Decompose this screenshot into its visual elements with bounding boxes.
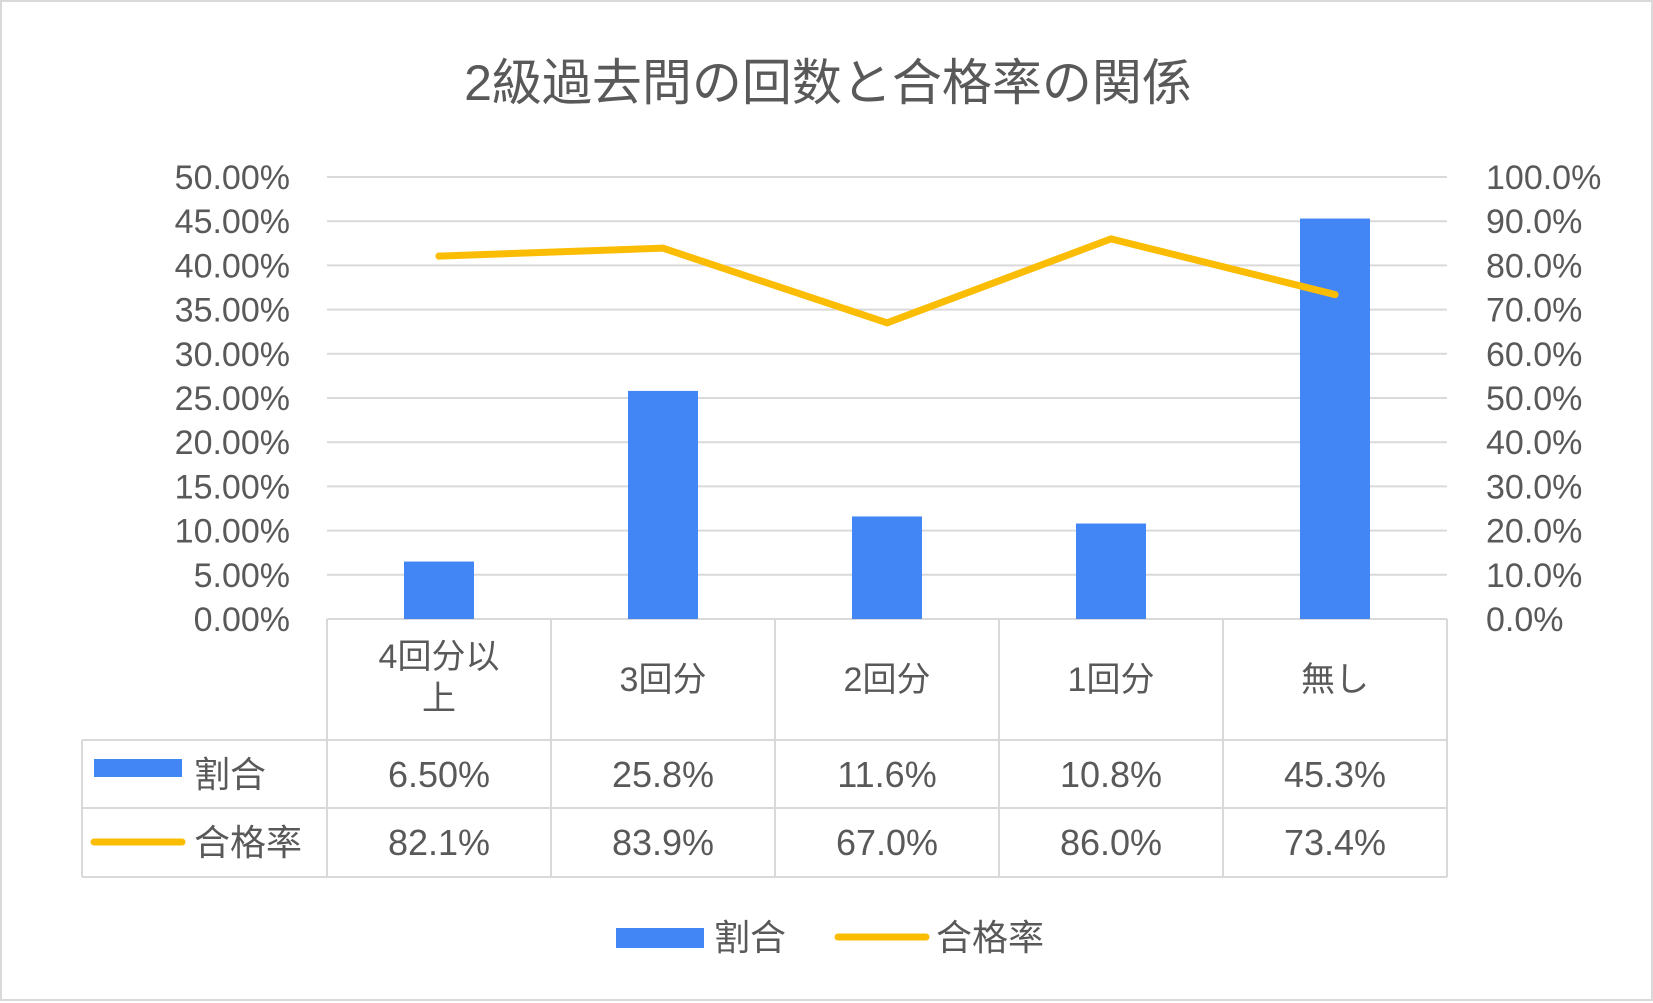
data-label-share: 25.8% [612,754,714,795]
data-label-pass-rate: 83.9% [612,822,714,863]
category-label: 4回分以上 [379,638,500,718]
category-label: 無し [1301,661,1369,699]
left-tick-label: 35.00% [175,292,290,330]
right-tick-label: 20.0% [1486,513,1582,551]
data-label-share: 6.50% [388,754,490,795]
left-axis: 0.00% 5.00% 10.00% 15.00% 20.00% 25.00% 30.00%… [175,159,290,639]
data-label-share: 11.6% [837,754,936,795]
data-label-pass-rate: 73.4% [1284,822,1386,863]
left-tick-label: 25.00% [175,380,290,418]
legend-label-pass-rate: 合格率 [936,917,1044,958]
left-tick-label: 30.00% [175,336,290,374]
bar-legend-key [94,759,182,777]
chart-title: 2級過去問の回数と合格率の関係 [464,55,1192,111]
legend-label-share: 割合 [714,917,786,958]
left-tick-label: 15.00% [175,468,290,506]
category-label: 3回分 [620,661,707,699]
line-point-0 [435,252,443,260]
category-label: 1回分 [1068,661,1155,699]
right-tick-label: 80.0% [1486,247,1582,285]
legend-key-share [616,928,704,948]
right-tick-label: 10.0% [1486,557,1582,595]
right-tick-label: 50.0% [1486,380,1582,418]
bar-2 [852,516,922,619]
line-point-3 [1107,235,1115,243]
right-tick-label: 0.0% [1486,601,1564,639]
right-tick-label: 100.0% [1486,159,1601,197]
gridlines [327,176,1447,620]
line-point-2 [883,319,891,327]
left-tick-label: 40.00% [175,247,290,285]
left-tick-label: 45.00% [175,203,290,241]
data-label-pass-rate: 82.1% [388,822,490,863]
bar-series [404,218,1370,619]
left-tick-label: 50.00% [175,159,290,197]
category-label: 2回分 [844,661,931,699]
bar-3 [1076,523,1146,619]
data-label-pass-rate: 67.0% [836,822,938,863]
line-series [435,235,1339,327]
line-point-4 [1331,291,1339,299]
row-header-share: 割合 [194,754,266,795]
left-tick-label: 10.00% [175,513,290,551]
right-tick-label: 30.0% [1486,468,1582,506]
line-point-1 [659,244,667,252]
right-tick-label: 90.0% [1486,203,1582,241]
data-label-share: 10.8% [1060,754,1162,795]
left-tick-label: 0.00% [194,601,290,639]
bar-1 [628,390,698,619]
left-tick-label: 20.00% [175,424,290,462]
bar-4 [1300,218,1370,619]
legend: 割合 合格率 [616,917,1044,958]
left-tick-label: 5.00% [194,557,290,595]
bar-0 [404,561,474,619]
row-header-pass-rate: 合格率 [194,822,302,863]
right-tick-label: 70.0% [1486,292,1582,330]
right-tick-label: 40.0% [1486,424,1582,462]
data-label-pass-rate: 86.0% [1060,822,1162,863]
right-axis: 0.0% 10.0% 20.0% 30.0% 40.0% 50.0% 60.0% 70.0% 8… [1486,159,1601,639]
data-label-share: 45.3% [1284,754,1386,795]
right-tick-label: 60.0% [1486,336,1582,374]
